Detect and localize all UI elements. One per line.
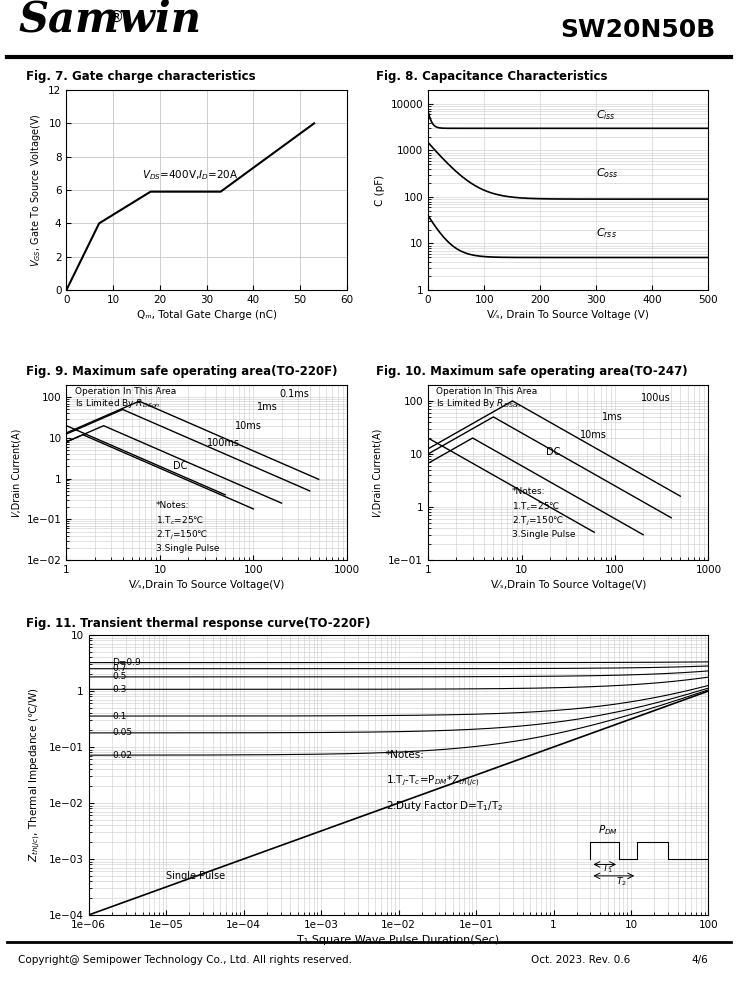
Y-axis label: $Z_{th(jc)}$, Thermal Impedance (℃/W): $Z_{th(jc)}$, Thermal Impedance (℃/W): [28, 688, 44, 862]
Text: 10ms: 10ms: [235, 421, 261, 431]
Text: $C_{iss}$: $C_{iss}$: [596, 108, 616, 122]
Text: $P_{DM}$: $P_{DM}$: [598, 823, 618, 837]
Text: 1.T$_c$=25℃: 1.T$_c$=25℃: [156, 514, 204, 527]
X-axis label: V⁄ₛ,Drain To Source Voltage(V): V⁄ₛ,Drain To Source Voltage(V): [491, 580, 646, 590]
Text: 1ms: 1ms: [257, 401, 278, 412]
Text: $C_{oss}$: $C_{oss}$: [596, 166, 618, 180]
Text: 1.T$_c$=25℃: 1.T$_c$=25℃: [512, 500, 561, 513]
Text: 100us: 100us: [641, 393, 671, 403]
Text: 0.1: 0.1: [112, 712, 126, 721]
Text: 10ms: 10ms: [579, 430, 607, 440]
Text: SW20N50B: SW20N50B: [561, 18, 716, 42]
Text: Operation In This Area: Operation In This Area: [75, 387, 176, 396]
Y-axis label: $V_{GS}$, Gate To Source Voltage(V): $V_{GS}$, Gate To Source Voltage(V): [29, 113, 43, 267]
Text: Fig. 7. Gate charge characteristics: Fig. 7. Gate charge characteristics: [26, 70, 255, 83]
X-axis label: V⁄ₛ, Drain To Source Voltage (V): V⁄ₛ, Drain To Source Voltage (V): [487, 310, 649, 320]
X-axis label: T₁,Square Wave Pulse Duration(Sec): T₁,Square Wave Pulse Duration(Sec): [297, 935, 500, 945]
Y-axis label: C (pF): C (pF): [375, 174, 385, 206]
Text: 2.T$_j$=150℃: 2.T$_j$=150℃: [156, 529, 209, 542]
Text: 0.02: 0.02: [112, 751, 132, 760]
Text: Fig. 8. Capacitance Characteristics: Fig. 8. Capacitance Characteristics: [376, 70, 608, 83]
Text: DC: DC: [173, 461, 187, 471]
Text: 3.Single Pulse: 3.Single Pulse: [512, 530, 576, 539]
Text: 4/6: 4/6: [692, 955, 708, 965]
X-axis label: Qₘ, Total Gate Charge (nC): Qₘ, Total Gate Charge (nC): [137, 310, 277, 320]
Text: Single Pulse: Single Pulse: [166, 871, 225, 881]
Text: Is Limited By $R_{DSon}$: Is Limited By $R_{DSon}$: [436, 397, 522, 410]
Text: 0.7: 0.7: [112, 664, 126, 673]
Text: $T_1$: $T_1$: [602, 862, 613, 875]
Text: Oct. 2023. Rev. 0.6: Oct. 2023. Rev. 0.6: [531, 955, 630, 965]
Text: D=0.9: D=0.9: [112, 658, 141, 667]
Text: Samwin: Samwin: [18, 0, 201, 40]
Text: 2.Duty Factor D=T$_1$/T$_2$: 2.Duty Factor D=T$_1$/T$_2$: [386, 799, 504, 813]
X-axis label: V⁄ₛ,Drain To Source Voltage(V): V⁄ₛ,Drain To Source Voltage(V): [129, 580, 284, 590]
Y-axis label: I⁄,Drain Current(A): I⁄,Drain Current(A): [11, 428, 21, 517]
Text: *Notes:: *Notes:: [512, 487, 545, 495]
Text: *Notes:: *Notes:: [156, 500, 190, 510]
Text: Copyright@ Semipower Technology Co., Ltd. All rights reserved.: Copyright@ Semipower Technology Co., Ltd…: [18, 955, 353, 965]
Text: 3.Single Pulse: 3.Single Pulse: [156, 544, 220, 553]
Text: Is Limited By $R_{DSon}$: Is Limited By $R_{DSon}$: [75, 397, 160, 410]
Text: DC: DC: [546, 447, 560, 457]
Text: 1ms: 1ms: [602, 412, 623, 422]
Text: Fig. 11. Transient thermal response curve(TO-220F): Fig. 11. Transient thermal response curv…: [26, 617, 370, 630]
Text: $V_{DS}$=400V,$I_D$=20A: $V_{DS}$=400V,$I_D$=20A: [142, 168, 238, 182]
Text: 0.1ms: 0.1ms: [280, 389, 309, 399]
Text: 0.5: 0.5: [112, 672, 126, 681]
Text: 1.T$_j$-T$_c$=P$_{DM}$*Z$_{th(jc)}$: 1.T$_j$-T$_c$=P$_{DM}$*Z$_{th(jc)}$: [386, 773, 480, 789]
Text: $T_2$: $T_2$: [615, 876, 627, 888]
Text: $C_{rss}$: $C_{rss}$: [596, 226, 617, 240]
Text: 2.T$_j$=150℃: 2.T$_j$=150℃: [512, 515, 565, 528]
Text: Operation In This Area: Operation In This Area: [436, 387, 538, 396]
Text: *Notes:: *Notes:: [386, 750, 425, 760]
Text: Fig. 10. Maximum safe operating area(TO-247): Fig. 10. Maximum safe operating area(TO-…: [376, 365, 688, 378]
Text: ®: ®: [109, 10, 125, 25]
Text: Fig. 9. Maximum safe operating area(TO-220F): Fig. 9. Maximum safe operating area(TO-2…: [26, 365, 337, 378]
Text: 0.3: 0.3: [112, 685, 126, 694]
Y-axis label: I⁄,Drain Current(A): I⁄,Drain Current(A): [373, 428, 383, 517]
Text: 0.05: 0.05: [112, 728, 132, 737]
Text: 100ms: 100ms: [207, 438, 240, 448]
